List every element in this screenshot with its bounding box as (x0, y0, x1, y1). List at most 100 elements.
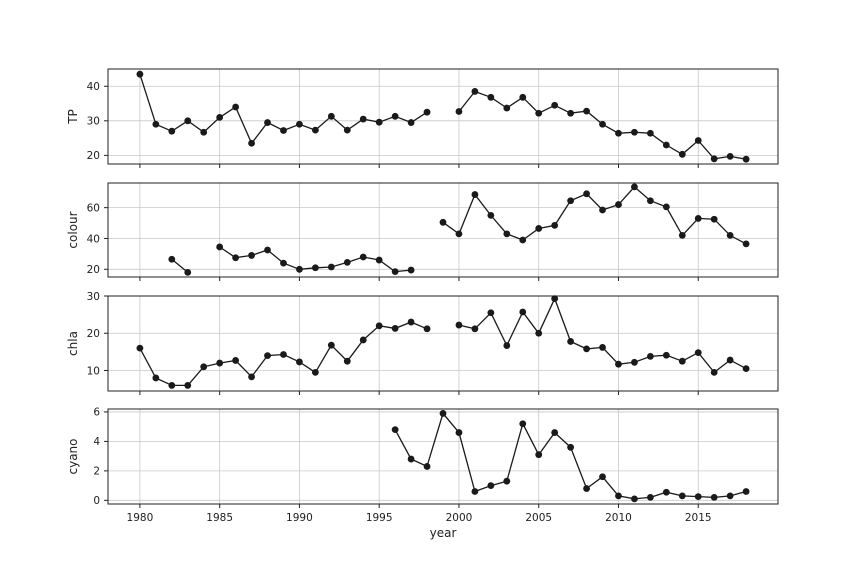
data-point (503, 230, 511, 238)
data-point (232, 254, 240, 262)
data-point (694, 215, 702, 222)
data-point (455, 429, 463, 436)
data-point (742, 488, 750, 495)
y-tick-label: 10 (87, 365, 100, 377)
data-point (519, 236, 527, 244)
data-point (455, 230, 463, 238)
data-point (599, 206, 606, 214)
data-point (280, 259, 287, 267)
y-axis-label-cyano: cyano (66, 439, 80, 475)
x-tick-label: 1995 (366, 512, 393, 524)
data-point (343, 126, 351, 134)
y-tick-label: 20 (87, 328, 100, 340)
data-point (216, 243, 224, 251)
data-point (646, 129, 654, 137)
data-point (583, 345, 590, 353)
panel-TP: 20 30 40 TP (66, 68, 779, 168)
panels: 20 30 40 TP 20 40 60 colour 10 20 30 chla 0 2 4 6 cyano 1… (66, 68, 779, 524)
y-tick-label: 2 (93, 466, 100, 478)
data-point (184, 117, 192, 125)
data-point (694, 137, 702, 144)
data-point (742, 155, 750, 163)
data-point (710, 493, 718, 501)
data-point (726, 356, 734, 364)
y-tick-label: 20 (87, 264, 100, 276)
data-point (407, 455, 415, 463)
data-point (567, 338, 575, 345)
y-tick-label: 6 (93, 407, 100, 419)
data-point (662, 488, 670, 496)
data-point (631, 495, 638, 503)
data-point (599, 473, 606, 481)
data-point (200, 363, 208, 371)
panel-frame (107, 408, 779, 505)
data-point (615, 360, 622, 368)
data-point (232, 103, 240, 111)
data-point (519, 308, 527, 316)
data-point (423, 108, 431, 116)
data-point (631, 358, 638, 366)
data-point (184, 382, 192, 389)
data-point (710, 155, 718, 163)
data-point (471, 325, 479, 333)
y-tick-label: 30 (87, 291, 100, 303)
x-tick-label: 1990 (286, 512, 313, 524)
x-axis-label: year (430, 526, 457, 540)
data-point (599, 120, 606, 128)
data-point (264, 119, 271, 126)
data-point (343, 258, 351, 266)
series-line-colour (171, 258, 189, 273)
data-point (168, 127, 176, 135)
y-tick-label: 0 (93, 495, 100, 507)
data-point (551, 101, 559, 109)
data-point (359, 115, 367, 123)
data-point (327, 112, 335, 120)
data-point (311, 368, 319, 376)
data-point (662, 203, 670, 211)
data-point (359, 336, 367, 344)
data-point (391, 426, 399, 434)
panel-frame (107, 68, 779, 165)
data-point (519, 420, 527, 428)
data-point (296, 358, 303, 366)
data-point (168, 382, 176, 389)
data-point (742, 365, 750, 373)
data-point (216, 359, 224, 367)
data-point (678, 231, 686, 239)
x-tick-label: 1980 (127, 512, 154, 524)
data-point (535, 225, 543, 232)
data-point (710, 368, 718, 376)
data-point (503, 342, 511, 349)
x-tick-label: 2010 (605, 512, 632, 524)
data-point (662, 141, 670, 149)
data-point (136, 70, 144, 78)
data-point (327, 263, 335, 271)
data-point (487, 211, 495, 219)
data-point (710, 215, 718, 223)
data-point (407, 119, 415, 126)
series-line-chla (458, 296, 747, 374)
data-point (487, 93, 495, 101)
data-point (519, 93, 527, 101)
data-point (551, 429, 559, 436)
data-point (200, 128, 208, 136)
data-point (423, 463, 431, 470)
data-point (646, 352, 654, 360)
data-point (694, 349, 702, 357)
panel-frame (107, 295, 779, 392)
data-point (567, 197, 575, 205)
data-point (726, 231, 734, 239)
data-point (311, 264, 319, 272)
panel-frame (107, 182, 779, 278)
y-tick-label: 40 (87, 233, 100, 245)
data-point (168, 255, 176, 263)
panel-colour: 20 40 60 colour (66, 182, 779, 281)
data-point (343, 357, 351, 365)
x-tick-label: 2005 (525, 512, 552, 524)
data-point (551, 295, 559, 303)
y-tick-label: 40 (87, 81, 100, 93)
data-point (678, 357, 686, 365)
data-point (375, 256, 383, 264)
data-point (631, 128, 638, 136)
data-point (535, 109, 543, 117)
